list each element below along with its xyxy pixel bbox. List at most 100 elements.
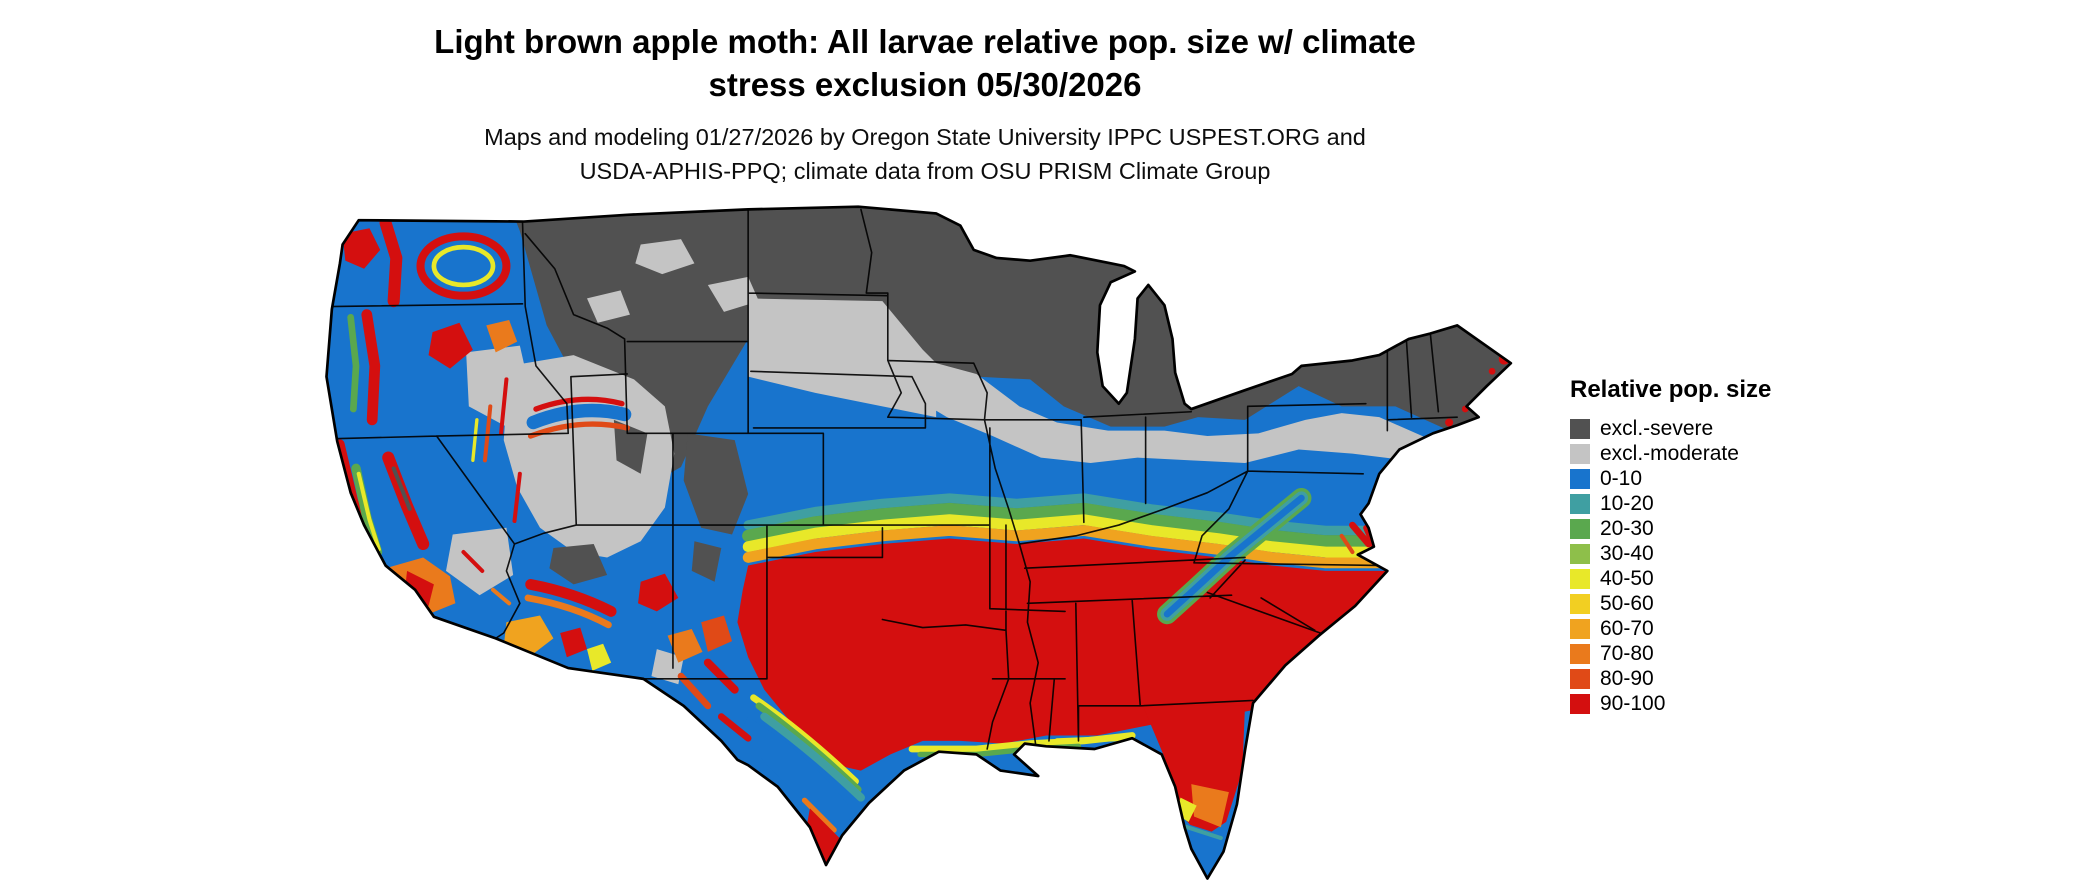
map-exclusion-moderate-layer — [446, 239, 1444, 685]
legend-swatch — [1570, 568, 1590, 589]
legend-label: 20-30 — [1600, 517, 1654, 540]
willamette-green — [347, 313, 360, 413]
region-excl-moderate — [446, 239, 1444, 685]
south-texas-green — [755, 702, 862, 793]
legend-title: Relative pop. size — [1570, 376, 1772, 403]
legend-item: 90-100 — [1570, 691, 1890, 716]
band-60-70 — [742, 525, 1482, 571]
legend-label: excl.-severe — [1600, 417, 1714, 440]
legend-swatch — [1570, 418, 1590, 439]
legend-swatch-color — [1570, 693, 1590, 714]
legend-swatch-color — [1570, 593, 1590, 614]
legend-item: 0-10 — [1570, 466, 1890, 491]
east-oregon-orange-blob — [486, 320, 518, 353]
texas-tip-orange — [801, 797, 837, 833]
map-subtitle-line1: Maps and modeling 01/27/2026 by Oregon S… — [484, 124, 1366, 150]
map-title-line2: stress exclusion 05/30/2026 — [708, 66, 1142, 103]
band-10-20 — [743, 493, 1481, 538]
legend-swatch-color — [1570, 543, 1590, 564]
legend-swatch-color — [1570, 443, 1590, 464]
south-az-red — [560, 627, 587, 658]
legend-item: 80-90 — [1570, 666, 1890, 691]
nm-red-blob-2 — [701, 615, 733, 652]
legend-label: 70-80 — [1600, 642, 1654, 665]
legend-item: 30-40 — [1570, 541, 1890, 566]
legend-swatch-color — [1570, 493, 1590, 514]
olympic-red — [342, 228, 381, 269]
nevada-range-speck — [471, 418, 479, 462]
region-90-100-south — [737, 538, 1476, 771]
legend-label: 90-100 — [1600, 692, 1666, 715]
legend-swatch — [1570, 693, 1590, 714]
legend-swatch — [1570, 593, 1590, 614]
legend-item: 40-50 — [1570, 566, 1890, 591]
snake-plain-red-fringe — [533, 396, 625, 412]
nevada-range-speck — [499, 377, 509, 436]
east-oregon-red-blob — [428, 322, 473, 369]
us-map-container — [305, 204, 1527, 892]
legend-item: 20-30 — [1570, 516, 1890, 541]
legend-swatch — [1570, 443, 1590, 464]
legend-swatch — [1570, 543, 1590, 564]
south-az-yellow — [587, 643, 612, 671]
legend-item: 10-20 — [1570, 491, 1890, 516]
legend-label: 40-50 — [1600, 567, 1654, 590]
west-texas-red-streak — [703, 658, 739, 694]
legend-swatch-color — [1570, 468, 1590, 489]
south-texas-yellow — [750, 694, 859, 785]
us-map — [325, 205, 1513, 880]
mojave-speck — [490, 587, 512, 606]
legend-swatch — [1570, 518, 1590, 539]
nevada-range-speck — [512, 471, 522, 524]
legend-swatch — [1570, 618, 1590, 639]
legend-swatch-color — [1570, 618, 1590, 639]
snake-plain-blue — [526, 403, 632, 430]
florida-orange — [1191, 784, 1229, 828]
legend-swatch — [1570, 468, 1590, 489]
columbia-basin-red-ring — [416, 232, 511, 300]
south-texas-blue-band — [740, 716, 856, 828]
state-border-lines — [328, 206, 1458, 750]
legend-label: excl.-moderate — [1600, 442, 1739, 465]
legend-swatch-color — [1570, 643, 1590, 664]
west-texas-red-streak — [717, 713, 752, 742]
legend-label: 10-20 — [1600, 492, 1654, 515]
nevada-range-speck — [482, 404, 493, 463]
florida-teal-fringe — [1181, 823, 1223, 841]
sierra-dark-core — [391, 466, 412, 511]
legend-swatch-color — [1570, 518, 1590, 539]
map-subtitle-line2: USDA-APHIS-PPQ; climate data from OSU PR… — [579, 158, 1271, 184]
mogollon-rim-orange — [524, 594, 612, 629]
map-subtitle: Maps and modeling 01/27/2026 by Oregon S… — [320, 120, 1530, 188]
legend-label: 60-70 — [1600, 617, 1654, 640]
us-outline-path — [325, 205, 1513, 880]
nm-red-blob — [638, 573, 679, 612]
legend-label: 0-10 — [1600, 467, 1643, 490]
legend-item: 50-60 — [1570, 591, 1890, 616]
chesapeake-red-streak — [1349, 521, 1372, 548]
legend-swatch-color — [1570, 668, 1590, 689]
region-excl-severe-mountain-patches — [549, 419, 749, 585]
central-valley-yellow — [356, 471, 381, 552]
south-texas-teal — [760, 712, 865, 802]
west-texas-red-streak — [677, 672, 712, 710]
legend-swatch — [1570, 668, 1590, 689]
maine-coast-red-dot — [1488, 367, 1496, 375]
texas-tip-red — [804, 808, 840, 868]
wa-cascades-red — [379, 216, 403, 308]
us-outline — [325, 205, 1513, 880]
chesapeake-red-streak-2 — [1339, 533, 1355, 555]
legend-label: 30-40 — [1600, 542, 1654, 565]
map-title: Light brown apple moth: All larvae relat… — [320, 20, 1530, 106]
legend-item: excl.-moderate — [1570, 441, 1890, 466]
legend-item: excl.-severe — [1570, 416, 1890, 441]
or-cascades-red — [361, 309, 381, 426]
legend-label: 80-90 — [1600, 667, 1654, 690]
mojave-speck — [461, 550, 485, 573]
legend-swatch — [1570, 643, 1590, 664]
nm-orange-blob — [667, 628, 703, 663]
map-west-detail — [335, 216, 752, 742]
legend-swatch-color — [1570, 418, 1590, 439]
new-england-coast-red-dot — [1445, 418, 1454, 427]
